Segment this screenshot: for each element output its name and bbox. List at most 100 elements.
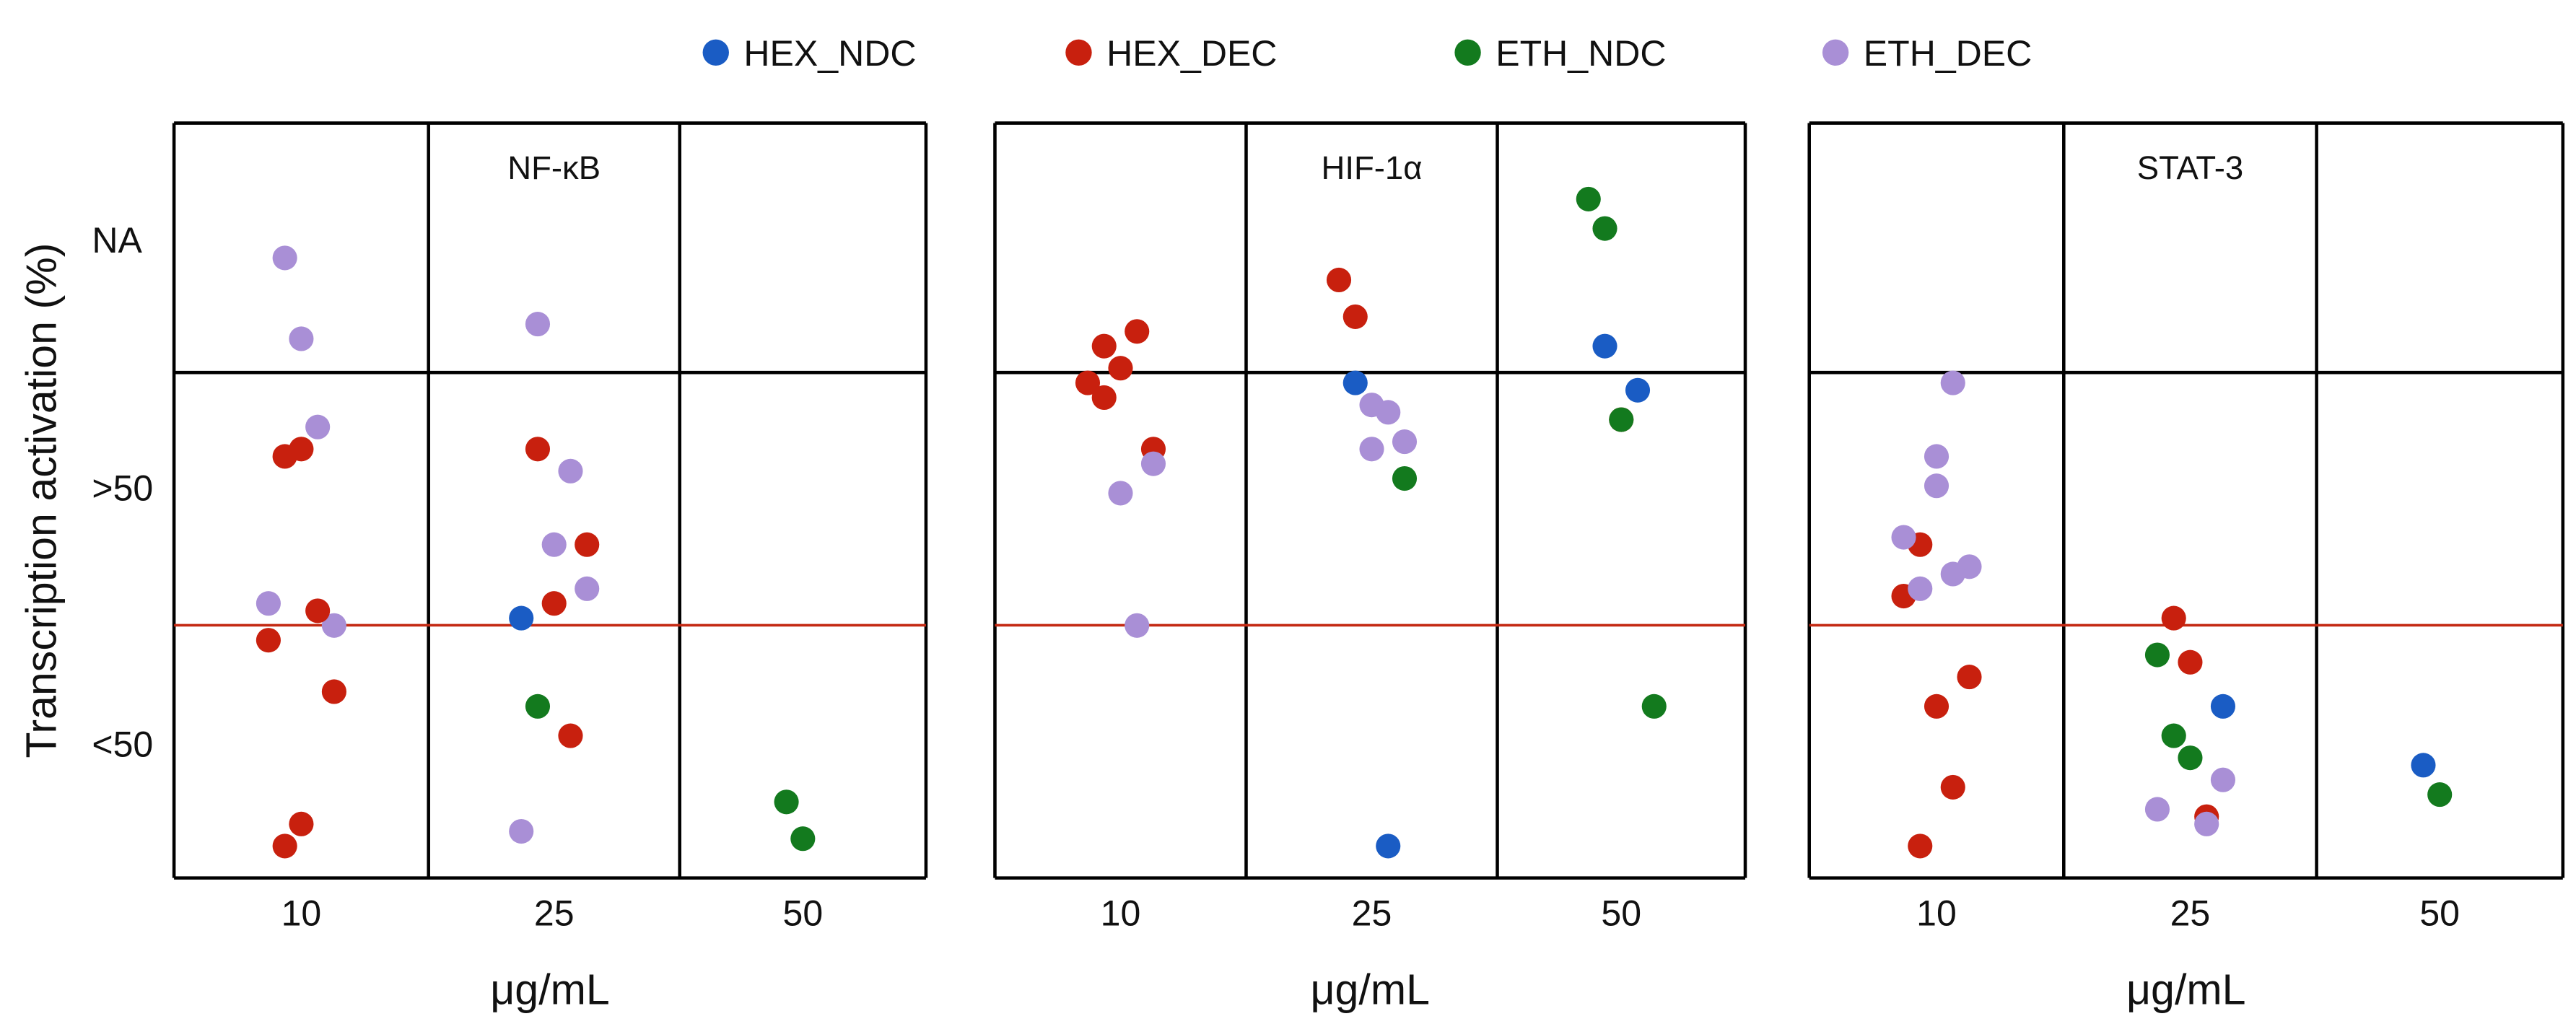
data-point-eth-dec: [1108, 481, 1133, 506]
data-point-eth-ndc: [2178, 745, 2203, 771]
data-point-eth-dec: [1376, 400, 1401, 425]
data-point-eth-dec: [2210, 767, 2236, 792]
legend-label-hex-dec: HEX_DEC: [1106, 33, 1277, 74]
data-point-hex-ndc: [509, 605, 534, 631]
panel-2: HIF-1α 10 25 50 μg/mL: [993, 121, 1747, 1014]
data-point-eth-dec: [558, 458, 583, 483]
data-point-hex-dec: [1108, 356, 1133, 381]
x-tick-label: 10: [281, 893, 322, 934]
x-tick-label: 25: [1352, 893, 1392, 934]
data-point-hex-dec: [1342, 304, 1368, 329]
data-point-eth-ndc: [1392, 465, 1418, 491]
x-tick-label: 50: [783, 893, 824, 934]
legend-label-eth-ndc: ETH_NDC: [1496, 33, 1666, 74]
data-point-eth-dec: [305, 414, 331, 439]
panel-1: NF-κB 10 25 50 μg/mL: [172, 121, 928, 1014]
x-tick-label: 10: [1101, 893, 1141, 934]
data-point-eth-ndc: [1592, 216, 1617, 241]
data-point-hex-dec: [1940, 774, 1965, 800]
data-point-hex-dec: [1091, 385, 1117, 411]
legend: HEX_NDC HEX_DEC ETH_NDC ETH_DEC: [702, 33, 2032, 74]
y-tick-label-na: NA: [92, 220, 142, 261]
data-point-eth-dec: [2144, 797, 2170, 822]
data-point-hex-dec: [525, 437, 551, 462]
data-point-hex-dec: [1075, 370, 1101, 395]
data-point-eth-dec: [1392, 429, 1418, 455]
panel-3: STAT-3 10 25 50 μg/mL: [1807, 121, 2565, 1014]
data-point-eth-ndc: [2161, 723, 2186, 748]
data-point-hex-dec: [1908, 833, 1933, 859]
data-point-eth-dec: [1940, 561, 1965, 587]
panels: NF-κB 10 25 50 μg/mL HIF-1α 10 25 50 μg/mL STAT-3 1…: [172, 121, 2565, 1014]
y-axis-label: Transcription activation (%): [17, 243, 65, 758]
data-point-hex-ndc: [1592, 333, 1617, 359]
data-point-eth-dec: [1924, 473, 1950, 499]
data-point-hex-dec: [1326, 267, 1352, 293]
data-point-hex-dec: [289, 811, 314, 836]
data-point-hex-dec: [1125, 319, 1150, 344]
data-point-eth-dec: [1125, 613, 1150, 638]
data-point-eth-ndc: [2427, 782, 2453, 808]
legend-marker-eth-ndc: [1454, 39, 1481, 66]
data-point-hex-dec: [541, 591, 567, 616]
data-point-eth-dec: [1924, 444, 1950, 469]
data-point-eth-dec: [256, 591, 281, 616]
data-point-eth-dec: [1908, 576, 1933, 601]
data-point-eth-ndc: [1609, 407, 1634, 432]
data-point-hex-ndc: [2210, 693, 2236, 719]
data-point-hex-dec: [305, 598, 331, 623]
x-axis-label: μg/mL: [490, 966, 610, 1014]
legend-label-eth-dec: ETH_DEC: [1864, 33, 2032, 74]
x-tick-label: 10: [1916, 893, 1957, 934]
x-tick-label: 50: [2419, 893, 2460, 934]
legend-marker-hex-dec: [1065, 39, 1092, 66]
data-point-hex-dec: [558, 723, 583, 748]
data-point-eth-dec: [289, 326, 314, 351]
data-point-eth-dec: [1359, 437, 1384, 462]
x-tick-label: 50: [1601, 893, 1641, 934]
data-point-eth-dec: [2194, 811, 2219, 836]
legend-marker-hex-ndc: [702, 39, 729, 66]
data-point-hex-dec: [321, 679, 346, 704]
data-point-eth-dec: [1140, 451, 1166, 476]
data-point-hex-dec: [1924, 693, 1950, 719]
data-point-eth-dec: [321, 613, 346, 638]
data-point-eth-ndc: [1641, 693, 1667, 719]
y-tick-label-lt50: <50: [92, 724, 153, 764]
data-point-eth-dec: [509, 818, 534, 844]
data-point-hex-dec: [272, 833, 297, 859]
x-axis-label: μg/mL: [1310, 966, 1430, 1014]
data-point-hex-ndc: [1625, 377, 1651, 403]
data-point-hex-dec: [1957, 665, 1982, 690]
x-axis-label: μg/mL: [2126, 966, 2246, 1014]
data-point-hex-dec: [1091, 333, 1117, 359]
data-point-hex-ndc: [1376, 833, 1401, 859]
data-point-eth-dec: [1891, 525, 1916, 550]
data-point-eth-ndc: [774, 789, 799, 815]
legend-label-hex-ndc: HEX_NDC: [743, 33, 916, 74]
data-point-eth-ndc: [1576, 186, 1601, 211]
data-point-eth-dec: [575, 576, 600, 601]
data-point-hex-dec: [2161, 605, 2186, 631]
panel-title: NF-κB: [507, 149, 601, 186]
x-tick-label: 25: [2170, 893, 2211, 934]
data-point-hex-dec: [256, 628, 281, 653]
panel-title: STAT-3: [2137, 149, 2243, 186]
data-point-hex-ndc: [2411, 753, 2436, 778]
data-point-hex-ndc: [1342, 370, 1368, 395]
x-tick-label: 25: [534, 893, 575, 934]
data-point-hex-dec: [575, 532, 600, 557]
data-point-hex-dec: [289, 437, 314, 462]
data-point-eth-ndc: [2144, 642, 2170, 668]
legend-marker-eth-dec: [1822, 39, 1849, 66]
data-point-eth-ndc: [790, 826, 816, 852]
y-tick-label-gt50: >50: [92, 468, 153, 509]
data-point-eth-dec: [541, 532, 567, 557]
data-point-hex-dec: [2178, 649, 2203, 675]
data-point-eth-dec: [272, 245, 297, 271]
data-point-eth-ndc: [525, 693, 551, 719]
panel-title: HIF-1α: [1322, 149, 1423, 186]
data-point-eth-dec: [525, 312, 551, 337]
data-point-eth-dec: [1940, 370, 1965, 395]
